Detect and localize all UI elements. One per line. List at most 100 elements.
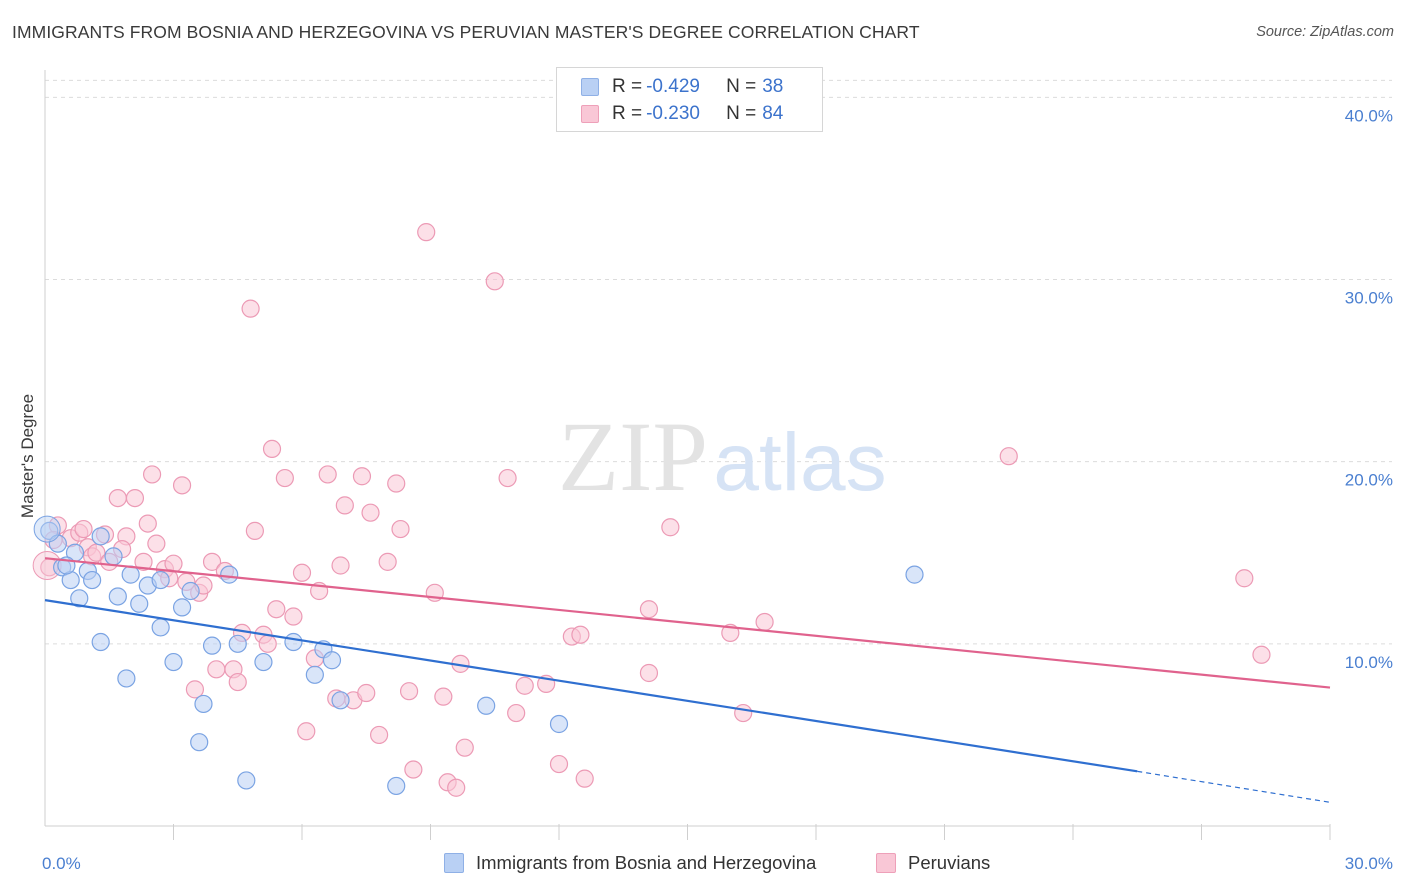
- pink-swatch: [876, 853, 896, 873]
- point-peruvians: [370, 725, 389, 745]
- r-value: -0.230: [646, 103, 700, 124]
- point-peruvians: [228, 672, 247, 692]
- legend-item-bosnia: Immigrants from Bosnia and Herzegovina: [444, 852, 816, 874]
- x-tick-label: 30.0%: [1345, 854, 1393, 873]
- series-peruvians: [32, 223, 1271, 797]
- point-peruvians: [485, 272, 504, 291]
- point-peruvians: [335, 496, 354, 515]
- point-peruvians: [361, 503, 380, 522]
- watermark-zip: ZIP: [558, 401, 708, 512]
- r-label: R =: [612, 76, 643, 97]
- point-bosnia: [284, 632, 303, 652]
- point-peruvians: [207, 660, 226, 679]
- trend-line-peruvians: [44, 557, 1331, 689]
- r-value: -0.429: [646, 76, 700, 97]
- point-bosnia-large: [33, 515, 61, 543]
- point-peruvians: [185, 680, 205, 699]
- point-peruvians: [142, 465, 162, 484]
- point-bosnia: [331, 691, 350, 710]
- point-peruvians: [399, 682, 419, 701]
- point-peruvians: [1252, 645, 1271, 664]
- x-tick-labels: 0.0% 30.0%: [42, 854, 1393, 873]
- point-peruvians: [284, 607, 303, 626]
- point-bosnia: [108, 587, 127, 606]
- point-bosnia: [905, 565, 924, 584]
- x-tick-label: 0.0%: [42, 854, 81, 873]
- point-bosnia: [549, 714, 569, 734]
- y-axis-label: Master's Degree: [18, 394, 37, 518]
- axes: [44, 70, 1331, 840]
- point-bosnia: [202, 636, 222, 655]
- chart-title: IMMIGRANTS FROM BOSNIA AND HERZEGOVINA V…: [12, 22, 920, 42]
- point-bosnia: [83, 570, 102, 590]
- correlation-legend: R = -0.429 N = 38 R = -0.230 N = 84: [556, 67, 823, 132]
- pink-swatch: [581, 105, 599, 123]
- watermark: ZIP atlas: [558, 401, 887, 512]
- watermark-atlas: atlas: [713, 417, 886, 508]
- point-peruvians: [275, 468, 294, 488]
- point-bosnia: [151, 618, 170, 637]
- grid-lines: [45, 79, 1392, 645]
- point-peruvians: [138, 514, 157, 533]
- point-peruvians: [262, 439, 282, 459]
- point-peruvians: [241, 299, 260, 318]
- blue-swatch: [444, 853, 464, 873]
- n-label: N =: [726, 103, 757, 124]
- point-peruvians: [352, 467, 372, 486]
- point-peruvians: [125, 488, 145, 508]
- point-peruvians: [378, 552, 397, 571]
- n-value: 38: [762, 76, 784, 97]
- point-bosnia: [181, 581, 200, 601]
- blue-swatch: [581, 78, 599, 96]
- point-peruvians: [434, 687, 453, 706]
- point-bosnia: [164, 652, 183, 672]
- point-bosnia: [117, 669, 136, 688]
- point-bosnia: [305, 665, 324, 684]
- point-peruvians: [172, 476, 192, 495]
- point-bosnia: [220, 565, 239, 584]
- point-peruvians: [447, 778, 466, 797]
- point-peruvians: [387, 474, 406, 493]
- point-bosnia: [130, 594, 149, 613]
- point-bosnia: [48, 534, 67, 553]
- point-peruvians: [292, 563, 312, 582]
- point-peruvians: [147, 534, 166, 553]
- point-peruvians: [661, 518, 680, 537]
- point-peruvians: [202, 552, 222, 571]
- point-bosnia: [387, 776, 406, 796]
- y-tick-label: 30.0%: [1345, 288, 1393, 307]
- point-peruvians: [258, 634, 277, 653]
- point-bosnia: [322, 651, 342, 670]
- point-peruvians: [999, 447, 1018, 466]
- point-bosnia: [237, 771, 256, 790]
- n-label: N =: [726, 76, 757, 97]
- point-peruvians: [1235, 569, 1254, 588]
- point-peruvians: [734, 703, 753, 723]
- trend-lines: [44, 557, 1331, 803]
- point-bosnia: [172, 598, 192, 617]
- y-tick-label: 10.0%: [1345, 653, 1393, 672]
- trend-line-bosnia-extension: [1137, 770, 1331, 803]
- point-peruvians: [404, 760, 423, 779]
- point-peruvians: [108, 488, 127, 508]
- legend-item-peruvians: Peruvians: [876, 852, 990, 874]
- series-bosnia: [33, 515, 924, 796]
- point-peruvians: [498, 468, 517, 488]
- legend-row-bosnia: R = -0.429 N = 38: [581, 74, 783, 100]
- legend-row-peruvians: R = -0.230 N = 84: [581, 101, 783, 127]
- n-value: 84: [762, 103, 784, 124]
- series-legend: Immigrants from Bosnia and Herzegovina P…: [0, 852, 1406, 878]
- point-bosnia: [194, 694, 213, 714]
- point-peruvians: [755, 612, 774, 632]
- y-tick-labels: 10.0% 20.0% 30.0% 40.0%: [1345, 106, 1393, 672]
- point-bosnia: [228, 634, 247, 653]
- point-peruvians: [318, 465, 337, 484]
- point-peruvians: [571, 625, 590, 644]
- point-bosnia: [70, 589, 89, 608]
- point-peruvians: [639, 600, 659, 619]
- point-peruvians: [549, 754, 569, 774]
- point-peruvians: [575, 769, 594, 788]
- point-peruvians: [639, 663, 659, 683]
- y-tick-label: 40.0%: [1345, 106, 1393, 125]
- point-bosnia: [254, 652, 273, 672]
